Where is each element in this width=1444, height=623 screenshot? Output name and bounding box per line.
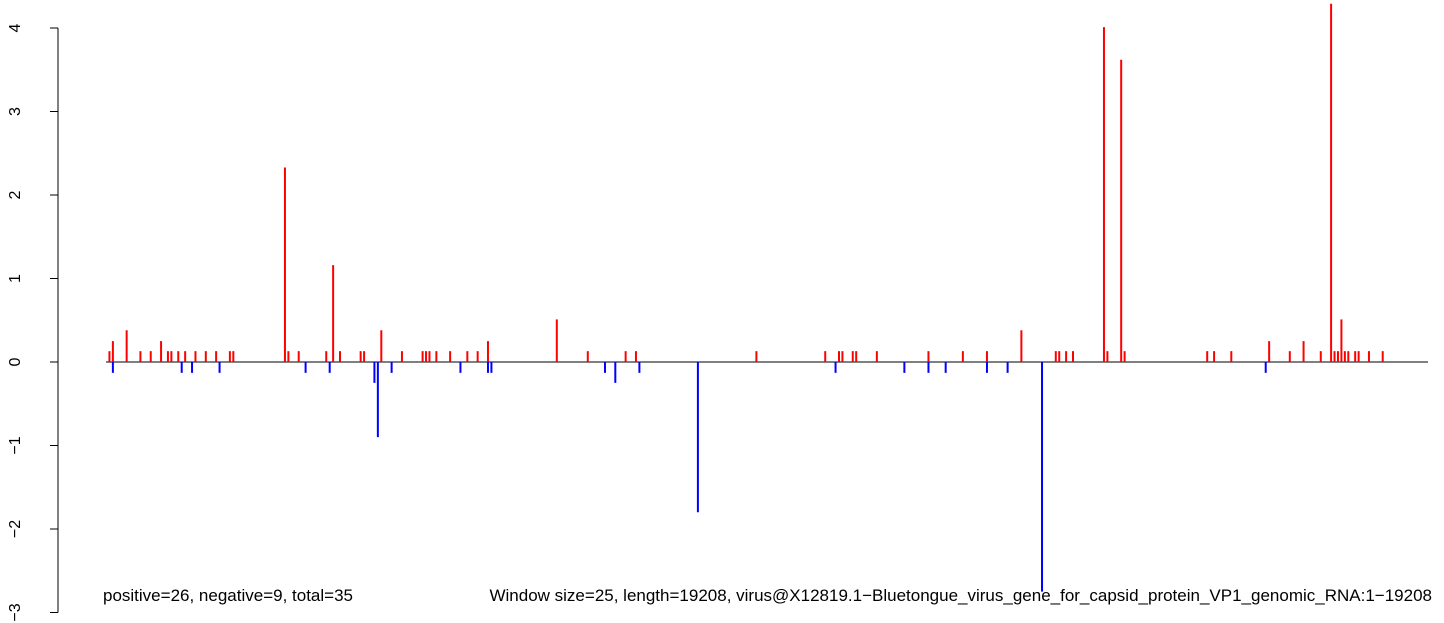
y-tick-label: 1 — [7, 274, 24, 283]
y-tick-label: −2 — [7, 520, 24, 538]
bars — [108, 3, 1384, 592]
y-tick-label: 4 — [7, 23, 24, 32]
y-tick-label: 3 — [7, 107, 24, 116]
y-axis: −3 −2 −1 0 1 2 3 4 — [7, 23, 59, 622]
y-tick-label: 2 — [7, 190, 24, 199]
summary-annotation: positive=26, negative=9, total=35 — [103, 586, 353, 605]
y-tick-label: 0 — [7, 357, 24, 366]
window-annotation: Window size=25, length=19208, virus@X128… — [489, 586, 1432, 605]
y-tick-label: −3 — [7, 603, 24, 621]
y-tick-label: −1 — [7, 436, 24, 454]
